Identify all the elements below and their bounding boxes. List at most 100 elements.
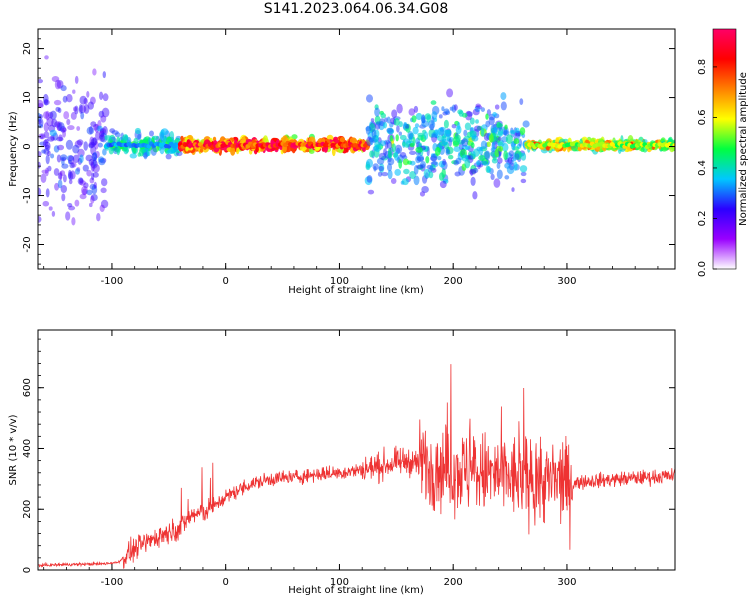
spectrogram-cell bbox=[49, 110, 57, 120]
spectrogram-cell bbox=[508, 150, 514, 157]
spectrogram-cell bbox=[61, 127, 67, 133]
spectrogram-cell bbox=[73, 106, 78, 112]
spectrogram-cell bbox=[43, 93, 49, 104]
spectrogram-cell bbox=[439, 180, 447, 189]
spectrogram-cell bbox=[44, 141, 51, 151]
spectrogram-cell bbox=[458, 110, 464, 117]
spectrogram-cell bbox=[497, 123, 503, 128]
spectrogram-cell bbox=[389, 121, 394, 128]
spectrogram-cell bbox=[413, 105, 419, 113]
spectrogram-cell bbox=[38, 114, 43, 119]
spectrogram-cell bbox=[59, 171, 63, 181]
spectrogram-cell bbox=[129, 153, 137, 159]
spectrogram-cell bbox=[53, 168, 60, 176]
spectrogram-cell bbox=[394, 168, 402, 176]
spectrogram-cell bbox=[83, 97, 88, 105]
spectrogram-cell bbox=[420, 161, 426, 169]
spectrogram-cell bbox=[99, 91, 104, 101]
spectrogram-cell bbox=[396, 125, 400, 133]
spectrogram-cell bbox=[77, 177, 84, 185]
spectrogram-cell bbox=[507, 157, 513, 164]
spectrogram-cell bbox=[415, 112, 423, 121]
spectrogram-cell bbox=[474, 105, 481, 113]
spectrogram-cell bbox=[46, 117, 54, 127]
spectrogram-cell bbox=[86, 91, 90, 98]
spectrogram-cell bbox=[60, 185, 67, 193]
spectrogram-cell bbox=[514, 153, 520, 161]
snr-y-tick-label: 400 bbox=[22, 439, 33, 458]
spectrogram-cell bbox=[74, 199, 80, 207]
spectrogram-cell bbox=[51, 210, 56, 217]
colorbar-tick-label: 0.6 bbox=[697, 109, 708, 125]
spectrogram-cell bbox=[122, 134, 129, 142]
spectrogram-cell bbox=[38, 99, 44, 109]
spectrogram-cell bbox=[475, 103, 481, 108]
spectrogram-cell bbox=[56, 154, 62, 163]
spectrogram-y-tick-label: 10 bbox=[22, 91, 33, 104]
spectrogram-ridge-cell bbox=[363, 143, 368, 148]
spectrogram-cell bbox=[83, 141, 88, 151]
spectrogram-cell bbox=[99, 204, 105, 212]
spectrogram-cell bbox=[391, 143, 397, 153]
spectrogram-cell bbox=[111, 130, 119, 135]
spectrogram-cell bbox=[472, 167, 479, 174]
spectrogram-cell bbox=[159, 144, 165, 155]
spectrogram-cell bbox=[421, 186, 429, 193]
spectrogram-cell bbox=[43, 98, 49, 106]
spectrogram-cell bbox=[466, 111, 473, 117]
spectrogram-cell bbox=[519, 165, 528, 173]
spectrogram-cell bbox=[430, 153, 438, 162]
spectrogram-cell bbox=[38, 161, 41, 169]
spectrogram-cell bbox=[423, 131, 429, 140]
spectrogram-cell bbox=[89, 177, 95, 184]
spectrogram-cell bbox=[91, 184, 98, 195]
spectrogram-cell bbox=[470, 168, 474, 176]
spectrogram-cell bbox=[388, 150, 392, 159]
spectrogram-cell bbox=[451, 104, 457, 113]
spectrogram-cell bbox=[463, 129, 468, 137]
spectrogram-cell bbox=[43, 122, 49, 132]
spectrogram-cell bbox=[101, 178, 108, 187]
spectrogram-cell bbox=[48, 206, 53, 211]
spectrogram-cell bbox=[429, 165, 434, 171]
spectrogram-cell bbox=[469, 117, 475, 125]
spectrogram-cell bbox=[108, 147, 114, 155]
spectrogram-cell bbox=[96, 125, 103, 132]
spectrogram-cell bbox=[87, 101, 95, 110]
colorbar-tick-label: 0.4 bbox=[697, 160, 708, 176]
spectrogram-cell bbox=[488, 116, 495, 126]
spectrogram-cell bbox=[421, 115, 426, 124]
spectrogram-cell bbox=[401, 178, 409, 186]
spectrogram-cell bbox=[598, 138, 604, 143]
spectrogram-cell bbox=[255, 146, 259, 153]
spectrogram-cell bbox=[365, 163, 371, 171]
spectrogram-cell bbox=[520, 152, 527, 161]
spectrogram-frame bbox=[37, 28, 676, 270]
spectrogram-cell bbox=[68, 205, 76, 211]
spectrogram-cell bbox=[98, 158, 106, 166]
spectrogram-cell bbox=[372, 163, 379, 171]
spectrogram-cell bbox=[475, 119, 479, 124]
spectrogram-cell bbox=[500, 101, 507, 111]
spectrogram-cell bbox=[386, 127, 394, 133]
spectrogram-cell bbox=[40, 173, 47, 183]
spectrogram-cell bbox=[395, 134, 399, 142]
spectrogram-cell bbox=[38, 79, 43, 84]
spectrogram-cell bbox=[387, 163, 392, 172]
spectrogram-x-tick-label: -100 bbox=[101, 276, 124, 287]
spectrogram-cell bbox=[486, 141, 491, 148]
spectrogram-cell bbox=[71, 162, 77, 168]
spectrogram-cell bbox=[413, 165, 419, 175]
spectrogram-cell bbox=[511, 187, 515, 192]
spectrogram-cell bbox=[86, 189, 93, 196]
spectrogram-cell bbox=[88, 141, 96, 148]
spectrogram-cell bbox=[464, 122, 471, 131]
spectrogram-cell bbox=[453, 146, 461, 153]
spectrogram-cell bbox=[43, 131, 50, 139]
spectrogram-cell bbox=[93, 123, 99, 131]
spectrogram-cell bbox=[428, 120, 436, 130]
spectrogram-cell bbox=[478, 155, 486, 161]
spectrogram-cell bbox=[416, 156, 425, 162]
spectrogram-cell bbox=[92, 68, 97, 76]
